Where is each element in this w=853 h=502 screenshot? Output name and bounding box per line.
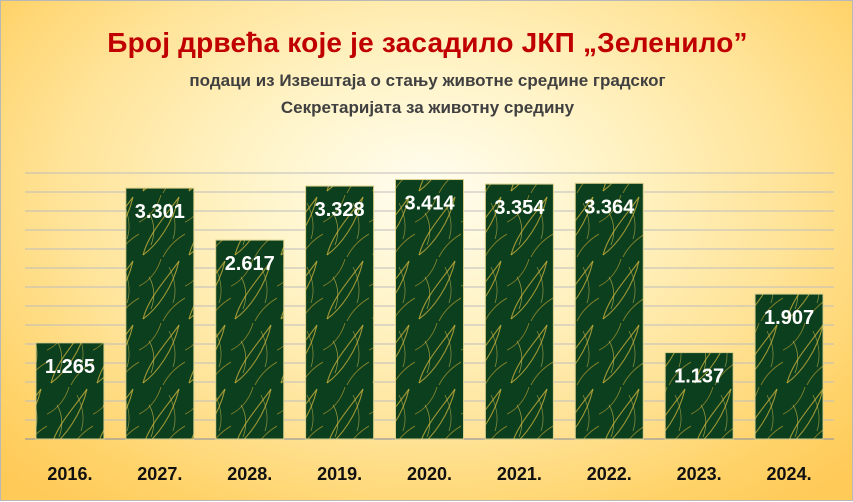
data-label: 3.328	[315, 199, 365, 221]
data-label: 1.907	[764, 307, 814, 329]
data-label: 3.301	[135, 201, 185, 223]
bar-2020	[395, 179, 464, 440]
bar-2027	[125, 187, 195, 440]
chart-subtitle-line-2: Секретаријата за животну средину	[280, 98, 575, 117]
x-tick-label: 2023.	[677, 464, 722, 484]
data-label: 2.617	[225, 253, 275, 275]
bar-2024	[754, 293, 824, 440]
x-tick-label: 2019.	[317, 464, 362, 484]
bar-2028	[215, 239, 285, 440]
bars-group: 1.265 2016. 3.301 2027. 2.617 2028. 3.328 2019.…	[35, 179, 824, 484]
data-label: 3.354	[494, 197, 545, 219]
bar-2019	[305, 185, 375, 440]
data-label: 1.265	[45, 356, 95, 378]
x-tick-label: 2022.	[587, 464, 632, 484]
x-tick-label: 2020.	[407, 464, 452, 484]
x-tick-label: 2021.	[497, 464, 542, 484]
bar-2021	[484, 183, 554, 440]
x-tick-label: 2016.	[47, 464, 92, 484]
chart-title: Број дрвећа које је засадило ЈКП „Зелени…	[107, 27, 748, 58]
data-label: 1.137	[674, 366, 724, 388]
data-label: 3.414	[404, 193, 455, 215]
chart-subtitle-line-1: подаци из Извештаја о стању животне сред…	[189, 71, 666, 90]
bar-2016	[35, 342, 105, 440]
data-label: 3.364	[584, 196, 635, 218]
x-tick-label: 2028.	[227, 464, 272, 484]
x-tick-label: 2027.	[137, 464, 182, 484]
x-tick-label: 2024.	[767, 464, 812, 484]
bar-2022	[574, 182, 644, 440]
bar-2023	[664, 352, 734, 440]
